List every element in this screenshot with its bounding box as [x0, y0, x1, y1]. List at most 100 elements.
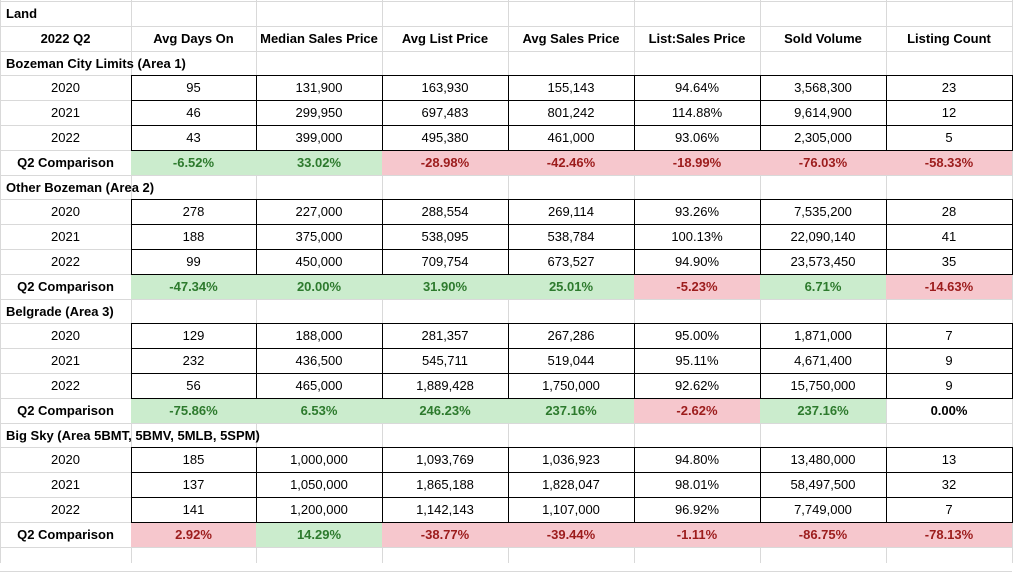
table-cell[interactable]: 23,573,450: [790, 254, 856, 269]
section-title[interactable]: Big Sky (Area 5BMT, 5BMV, 5MLB, 5SPM): [6, 428, 260, 443]
table-cell[interactable]: 35: [941, 254, 957, 269]
table-cell[interactable]: 15,750,000: [790, 378, 856, 393]
comparison-value[interactable]: 0.00%: [930, 403, 968, 418]
comparison-value[interactable]: 6.71%: [804, 279, 842, 294]
table-cell[interactable]: 95.00%: [674, 328, 720, 343]
table-cell[interactable]: 96.92%: [674, 502, 720, 517]
table-cell[interactable]: 129: [182, 328, 205, 343]
table-cell[interactable]: 269,114: [547, 204, 595, 219]
table-cell[interactable]: 709,754: [421, 254, 469, 269]
column-header[interactable]: Listing Count: [907, 31, 991, 46]
table-cell[interactable]: 2020: [51, 80, 80, 95]
table-cell[interactable]: 100.13%: [671, 229, 723, 244]
table-cell[interactable]: 1,828,047: [542, 477, 600, 492]
table-cell[interactable]: 99: [186, 254, 201, 269]
table-cell[interactable]: 2020: [51, 204, 80, 219]
table-cell[interactable]: 7,535,200: [794, 204, 852, 219]
table-cell[interactable]: 95: [186, 80, 201, 95]
comparison-value[interactable]: -6.52%: [172, 155, 215, 170]
comparison-value[interactable]: -28.98%: [420, 155, 470, 170]
table-cell[interactable]: 94.90%: [674, 254, 720, 269]
comparison-value[interactable]: -5.23%: [676, 279, 718, 294]
table-cell[interactable]: 2020: [51, 452, 80, 467]
comparison-value[interactable]: 33.02%: [296, 155, 342, 170]
table-cell[interactable]: 28: [941, 204, 957, 219]
table-cell[interactable]: 92.62%: [674, 378, 720, 393]
table-cell[interactable]: 43: [186, 130, 201, 145]
table-cell[interactable]: 450,000: [295, 254, 343, 269]
comparison-value[interactable]: -39.44%: [546, 527, 596, 542]
comparison-value[interactable]: 237.16%: [545, 403, 597, 418]
column-header[interactable]: Avg Days On: [153, 31, 234, 46]
table-cell[interactable]: 1,000,000: [290, 452, 348, 467]
comparison-label[interactable]: Q2 Comparison: [17, 527, 114, 542]
table-cell[interactable]: 436,500: [295, 353, 343, 368]
table-cell[interactable]: 114.88%: [671, 105, 723, 120]
comparison-value[interactable]: 2.92%: [175, 527, 212, 542]
table-cell[interactable]: 538,095: [421, 229, 469, 244]
column-header[interactable]: Sold Volume: [784, 31, 862, 46]
table-cell[interactable]: 41: [941, 229, 957, 244]
table-cell[interactable]: 2022: [51, 502, 80, 517]
table-cell[interactable]: 58,497,500: [790, 477, 856, 492]
table-cell[interactable]: 1,871,000: [794, 328, 852, 343]
table-cell[interactable]: 1,036,923: [542, 452, 600, 467]
comparison-value[interactable]: -86.75%: [798, 527, 848, 542]
table-cell[interactable]: 2022: [51, 130, 80, 145]
comparison-value[interactable]: -42.46%: [546, 155, 596, 170]
column-header[interactable]: Median Sales Price: [260, 31, 378, 46]
comparison-value[interactable]: -75.86%: [169, 403, 218, 418]
table-cell[interactable]: 2022: [51, 378, 80, 393]
section-title[interactable]: Belgrade (Area 3): [6, 304, 114, 319]
column-header[interactable]: Avg Sales Price: [522, 31, 620, 46]
column-header[interactable]: Avg List Price: [401, 31, 489, 46]
table-cell[interactable]: 185: [182, 452, 205, 467]
table-cell[interactable]: 2021: [51, 353, 80, 368]
table-cell[interactable]: 94.80%: [674, 452, 720, 467]
table-cell[interactable]: 673,527: [547, 254, 595, 269]
table-cell[interactable]: 22,090,140: [790, 229, 856, 244]
table-cell[interactable]: 1,142,143: [416, 502, 474, 517]
sheet-title[interactable]: Land: [6, 6, 38, 21]
table-cell[interactable]: 131,900: [295, 80, 343, 95]
table-cell[interactable]: 2022: [51, 254, 80, 269]
comparison-label[interactable]: Q2 Comparison: [17, 155, 114, 170]
table-cell[interactable]: 519,044: [547, 353, 595, 368]
table-cell[interactable]: 93.06%: [674, 130, 720, 145]
table-cell[interactable]: 801,242: [547, 105, 595, 120]
table-cell[interactable]: 375,000: [295, 229, 343, 244]
table-cell[interactable]: 1,865,188: [416, 477, 474, 492]
section-title[interactable]: Bozeman City Limits (Area 1): [6, 56, 186, 71]
table-cell[interactable]: 495,380: [421, 130, 469, 145]
table-cell[interactable]: 545,711: [421, 353, 469, 368]
table-cell[interactable]: 399,000: [295, 130, 343, 145]
table-cell[interactable]: 32: [941, 477, 957, 492]
table-cell[interactable]: 5: [945, 130, 953, 145]
table-cell[interactable]: 95.11%: [675, 353, 719, 368]
table-cell[interactable]: 9: [945, 353, 953, 368]
table-cell[interactable]: 1,889,428: [416, 378, 474, 393]
table-cell[interactable]: 188,000: [295, 328, 343, 343]
column-header[interactable]: 2022 Q2: [40, 31, 91, 46]
table-cell[interactable]: 2021: [51, 105, 80, 120]
comparison-value[interactable]: -78.13%: [924, 527, 974, 542]
comparison-label[interactable]: Q2 Comparison: [17, 279, 114, 294]
table-cell[interactable]: 697,483: [421, 105, 469, 120]
table-cell[interactable]: 163,930: [421, 80, 469, 95]
table-cell[interactable]: 188: [182, 229, 205, 244]
table-cell[interactable]: 538,784: [547, 229, 595, 244]
comparison-label[interactable]: Q2 Comparison: [17, 403, 114, 418]
table-cell[interactable]: 288,554: [421, 204, 469, 219]
table-cell[interactable]: 56: [186, 378, 201, 393]
column-header[interactable]: List:Sales Price: [648, 31, 746, 46]
table-cell[interactable]: 7: [945, 328, 953, 343]
table-cell[interactable]: 1,750,000: [542, 378, 600, 393]
comparison-value[interactable]: -58.33%: [924, 155, 974, 170]
table-cell[interactable]: 9,614,900: [794, 105, 852, 120]
comparison-value[interactable]: 246.23%: [419, 403, 471, 418]
table-cell[interactable]: 155,143: [547, 80, 595, 95]
table-cell[interactable]: 46: [186, 105, 201, 120]
table-cell[interactable]: 94.64%: [674, 80, 720, 95]
comparison-value[interactable]: 237.16%: [797, 403, 849, 418]
table-cell[interactable]: 2,305,000: [794, 130, 852, 145]
